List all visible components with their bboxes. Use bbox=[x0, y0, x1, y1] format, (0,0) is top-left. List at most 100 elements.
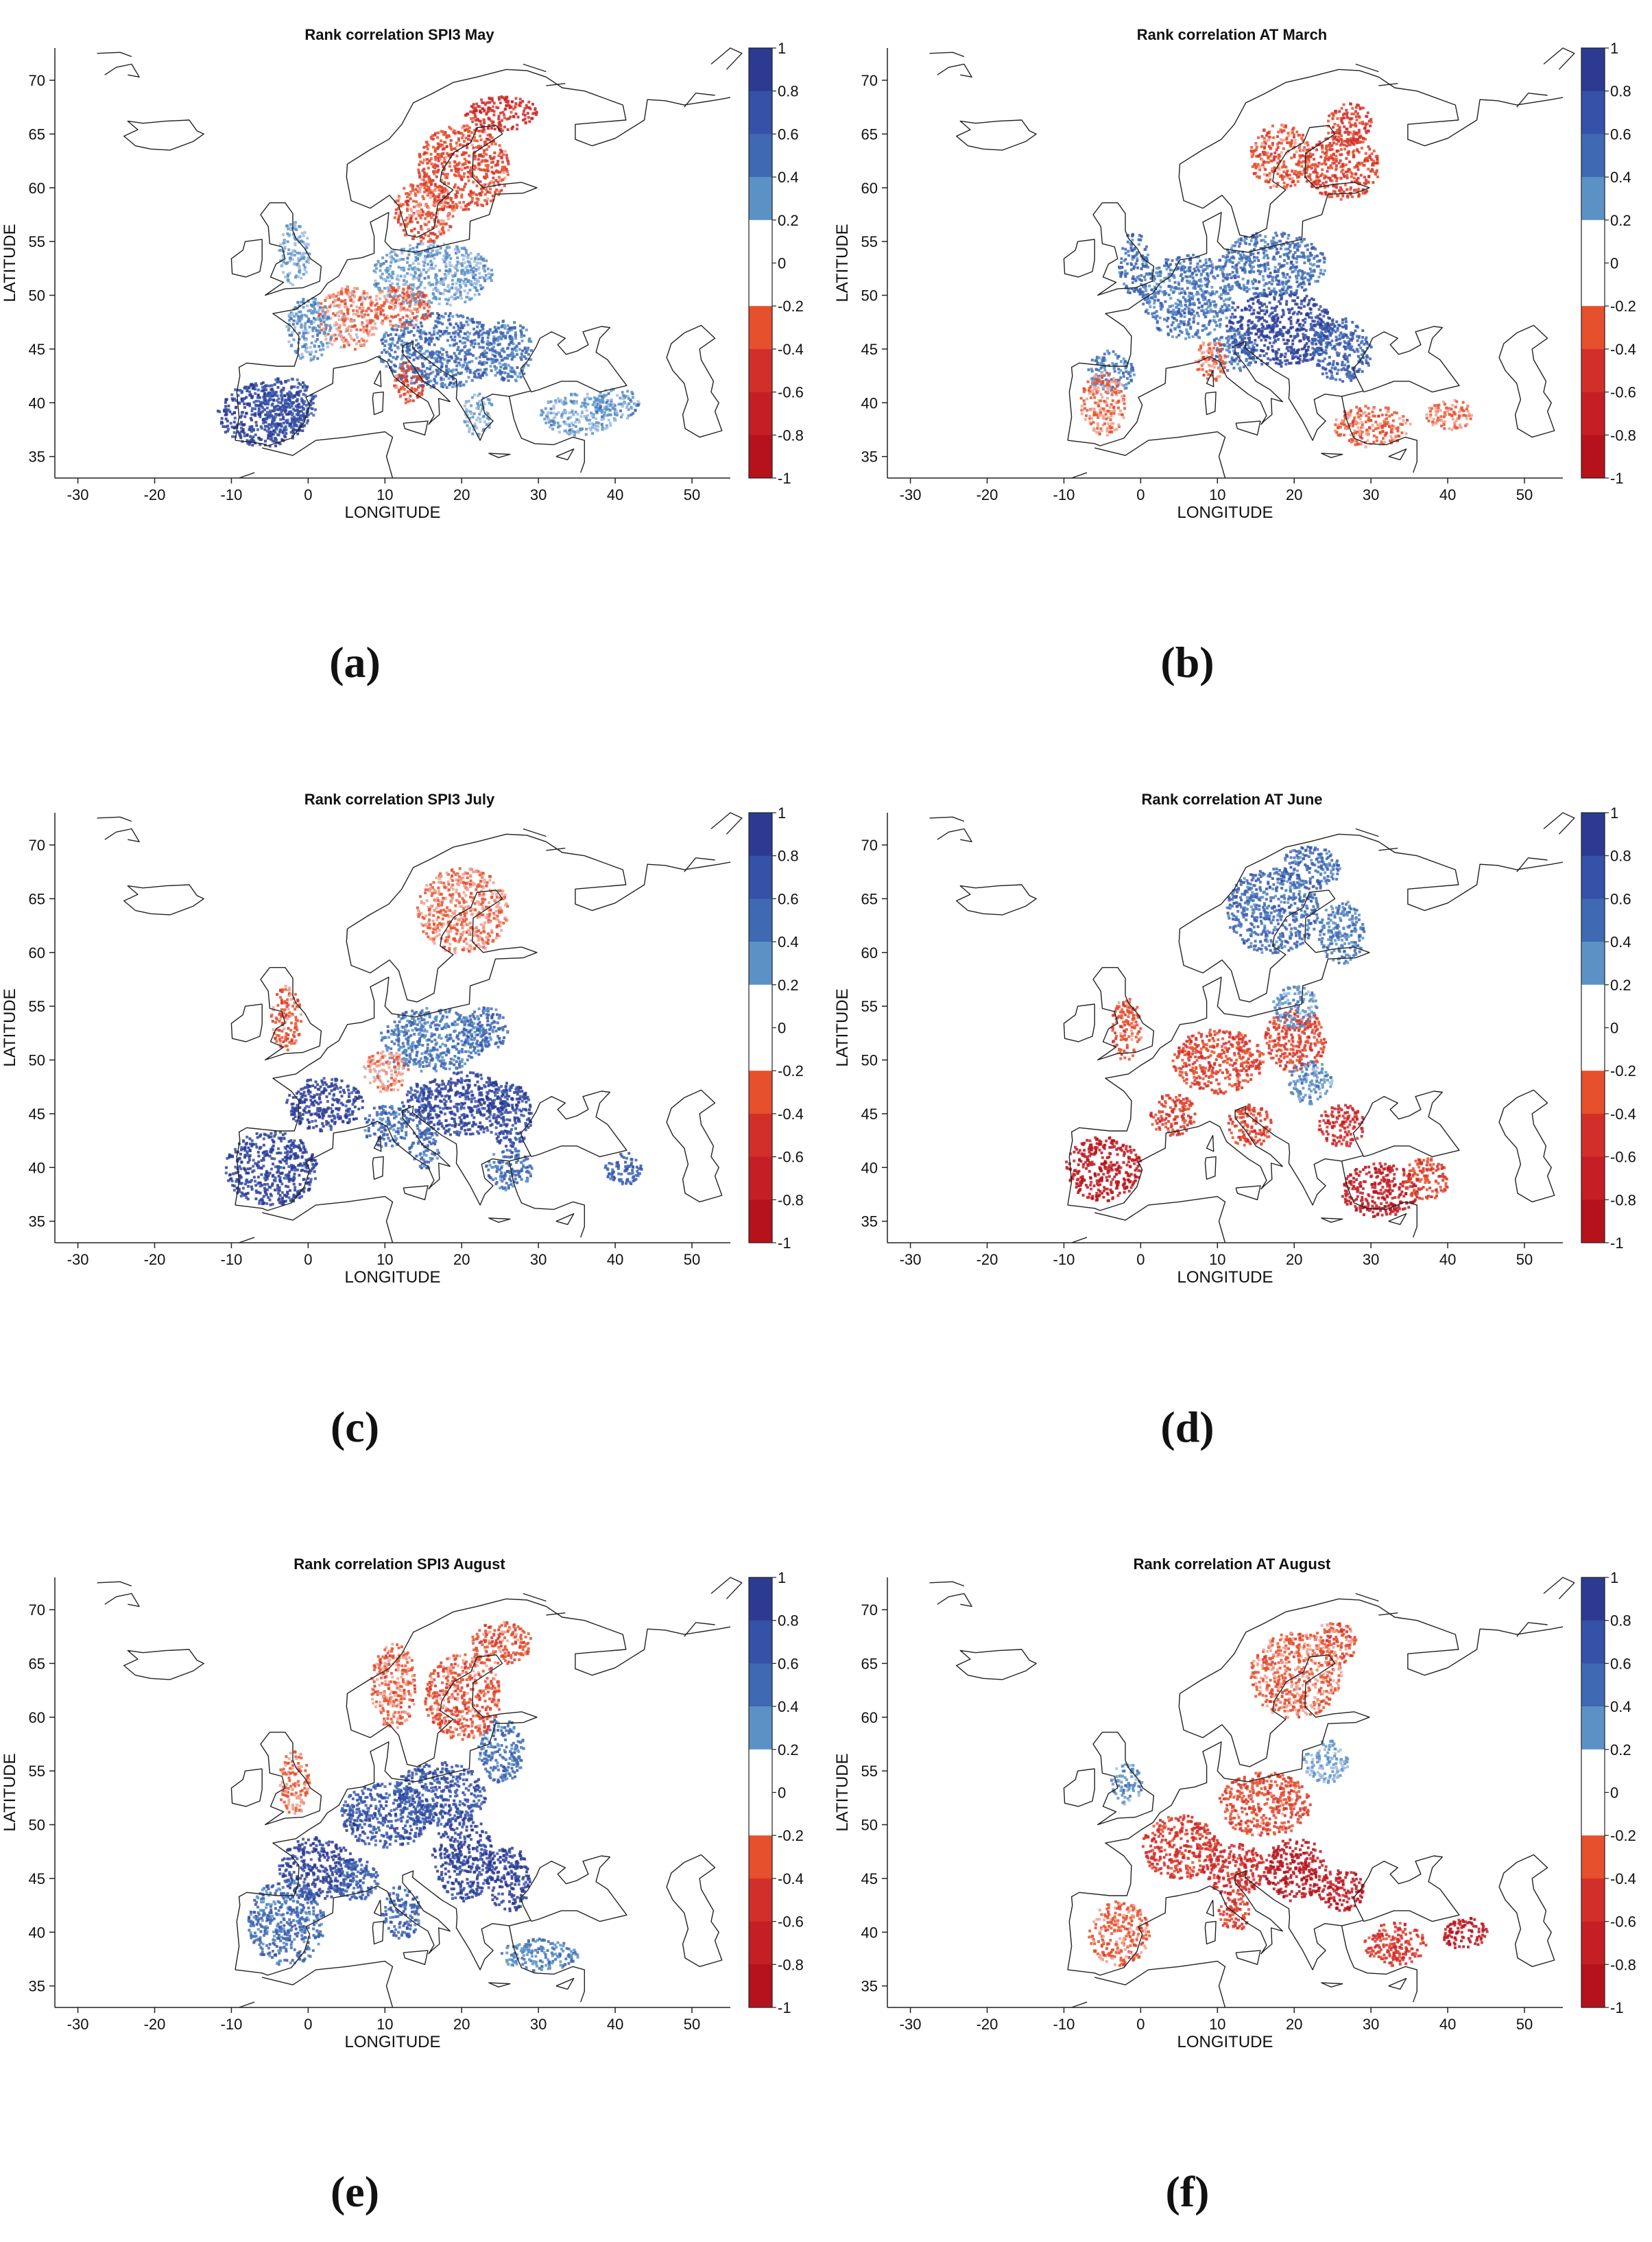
panel-label: (f) bbox=[1166, 2167, 1210, 2216]
colorbar-tick-label: 0.6 bbox=[1610, 126, 1631, 143]
y-tick-label: 35 bbox=[29, 1213, 45, 1230]
correlation-cluster bbox=[1079, 371, 1127, 437]
y-tick-label: 50 bbox=[29, 1817, 45, 1834]
correlation-cluster bbox=[1194, 341, 1227, 382]
correlation-cluster bbox=[1425, 398, 1473, 431]
x-tick-label: 20 bbox=[453, 2016, 470, 2033]
correlation-cluster bbox=[1341, 1162, 1419, 1218]
y-tick-label: 45 bbox=[29, 1870, 45, 1887]
x-tick-label: -30 bbox=[67, 486, 89, 503]
correlation-cluster bbox=[1110, 1763, 1144, 1806]
correlation-cluster bbox=[278, 1750, 311, 1815]
x-tick-label: -10 bbox=[1053, 2016, 1075, 2033]
x-tick-label: 0 bbox=[304, 1251, 312, 1268]
x-tick-label: -10 bbox=[221, 486, 243, 503]
colorbar-tick-label: 1 bbox=[1610, 804, 1618, 822]
colorbar-tick-label: 0.2 bbox=[1610, 212, 1631, 229]
x-tick-label: 50 bbox=[1516, 1251, 1533, 1268]
correlation-cluster bbox=[603, 1152, 643, 1186]
colorbar-segment bbox=[1581, 1071, 1605, 1114]
colorbar-segment bbox=[749, 855, 772, 899]
panel-label: (c) bbox=[331, 1403, 379, 1451]
colorbar-segment bbox=[1581, 48, 1605, 92]
colorbar-segment bbox=[1581, 348, 1605, 393]
y-tick-label: 60 bbox=[29, 180, 45, 197]
y-tick-label: 45 bbox=[861, 1870, 878, 1887]
colorbar-tick-label: 0 bbox=[778, 1020, 786, 1037]
x-tick-label: 40 bbox=[1439, 2016, 1456, 2033]
y-tick-label: 65 bbox=[861, 890, 878, 907]
x-axis-label: LONGITUDE bbox=[344, 503, 440, 522]
colorbar-segment bbox=[1581, 1792, 1605, 1836]
y-tick-label: 40 bbox=[861, 1924, 878, 1941]
colorbar-tick-label: 1 bbox=[778, 40, 786, 57]
correlation-cluster bbox=[1171, 1028, 1265, 1095]
correlation-field bbox=[224, 867, 643, 1206]
correlation-cluster bbox=[501, 1937, 579, 1972]
x-tick-label: 0 bbox=[304, 2016, 312, 2033]
colorbar-segment bbox=[1581, 1921, 1605, 1965]
colorbar-tick-label: 0.4 bbox=[1610, 933, 1631, 951]
y-tick-label: 70 bbox=[29, 837, 45, 854]
panel-title: Rank correlation SPI3 August bbox=[294, 1555, 505, 1573]
correlation-cluster bbox=[1317, 1869, 1365, 1912]
coastline bbox=[97, 812, 743, 1243]
colorbar-tick-label: 0.8 bbox=[778, 1612, 799, 1630]
colorbar-tick-label: -1 bbox=[1610, 1999, 1624, 2016]
panel-title: Rank correlation SPI3 July bbox=[304, 791, 495, 808]
colorbar-segment bbox=[749, 1200, 772, 1243]
colorbar: 1 0.8 0.6 0.4 0.2 0 -0.2 -0.4 -0.6 -0.8 -1 bbox=[748, 1569, 804, 2016]
y-tick-label: 45 bbox=[861, 1106, 878, 1123]
correlation-cluster bbox=[1264, 1838, 1328, 1903]
y-axis-label: LATITUDE bbox=[1, 224, 19, 302]
y-axis-label: LATITUDE bbox=[1, 988, 19, 1066]
colorbar-tick-label: 0.6 bbox=[778, 126, 799, 143]
colorbar-tick-label: 0.2 bbox=[778, 212, 799, 229]
colorbar: 1 0.8 0.6 0.4 0.2 0 -0.2 -0.4 -0.6 -0.8 -1 bbox=[1581, 40, 1636, 487]
x-tick-label: 10 bbox=[1209, 2016, 1225, 2033]
colorbar-segment bbox=[749, 1071, 772, 1114]
colorbar-segment bbox=[749, 1792, 772, 1836]
correlation-cluster bbox=[1272, 985, 1319, 1029]
colorbar-tick-label: -0.4 bbox=[1610, 1106, 1636, 1123]
x-tick-label: -20 bbox=[977, 2016, 998, 2033]
coastline bbox=[929, 1577, 1575, 2008]
coastline bbox=[97, 1577, 743, 2008]
colorbar: 1 0.8 0.6 0.4 0.2 0 -0.2 -0.4 -0.6 -0.8 -1 bbox=[748, 804, 804, 1252]
y-tick-label: 70 bbox=[861, 1601, 878, 1619]
colorbar-tick-label: -0.8 bbox=[778, 1956, 804, 1973]
y-tick-label: 45 bbox=[29, 341, 45, 358]
correlation-cluster bbox=[1110, 997, 1143, 1061]
x-tick-label: 20 bbox=[1286, 1251, 1302, 1268]
y-tick-label: 60 bbox=[861, 944, 878, 962]
correlation-cluster bbox=[254, 377, 318, 432]
colorbar-tick-label: 0.8 bbox=[778, 848, 799, 865]
x-tick-label: 0 bbox=[1136, 1251, 1145, 1268]
correlation-cluster bbox=[393, 1761, 487, 1827]
colorbar-tick-label: 0 bbox=[778, 255, 786, 272]
correlation-cluster bbox=[486, 1846, 531, 1913]
y-tick-label: 40 bbox=[861, 394, 878, 412]
colorbar-segment bbox=[1581, 1878, 1605, 1922]
x-tick-label: 50 bbox=[684, 486, 700, 503]
correlation-cluster bbox=[1317, 901, 1366, 965]
panel-title: Rank correlation AT June bbox=[1141, 791, 1322, 808]
correlation-cluster bbox=[592, 387, 641, 422]
colorbar-tick-label: 0.4 bbox=[1610, 1698, 1631, 1715]
y-tick-label: 50 bbox=[29, 1052, 45, 1069]
correlation-cluster bbox=[1149, 1094, 1197, 1137]
colorbar-tick-label: -0.2 bbox=[1610, 1827, 1636, 1844]
x-tick-label: 50 bbox=[1516, 2016, 1533, 2033]
colorbar-tick-label: 0 bbox=[1610, 1785, 1618, 1802]
y-tick-label: 50 bbox=[861, 287, 878, 305]
colorbar-segment bbox=[1581, 898, 1605, 942]
colorbar-tick-label: -1 bbox=[778, 1999, 791, 2016]
correlation-cluster bbox=[224, 1130, 318, 1206]
correlation-cluster bbox=[463, 392, 494, 438]
colorbar-tick-label: 0 bbox=[1610, 1020, 1618, 1037]
x-tick-label: -30 bbox=[67, 2016, 89, 2033]
map-panel-f: Rank correlation AT August-30 -20 -10 0 10 20… bbox=[833, 1555, 1636, 2216]
x-tick-label: 40 bbox=[607, 2016, 623, 2033]
x-axis-label: LONGITUDE bbox=[1177, 1268, 1273, 1287]
